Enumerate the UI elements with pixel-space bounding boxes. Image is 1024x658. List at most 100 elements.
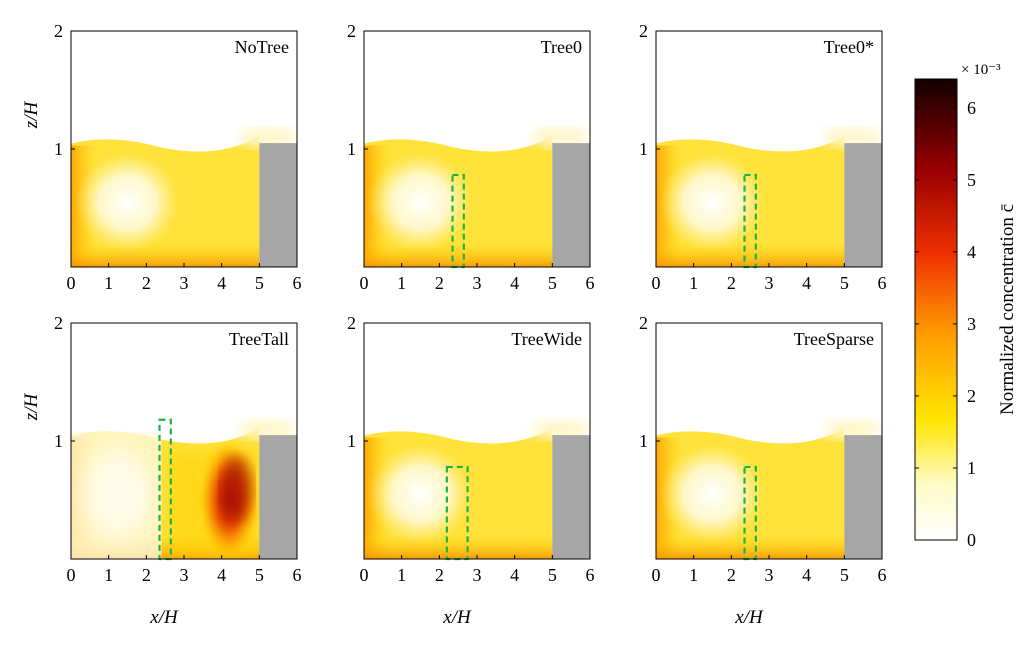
ground-layer [364,243,553,267]
building [259,435,297,559]
tree-outline [743,465,757,561]
roof-plume [237,419,297,440]
concentration-field [71,419,297,559]
x-axis-label: x/H [149,607,179,628]
colorbar-tick-label: 3 [967,314,976,334]
ground-layer [656,535,845,559]
x-tick-label: 3 [765,565,774,585]
y-tick-label: 2 [347,313,356,333]
x-tick-label: 4 [802,273,811,293]
vortex-core [368,444,473,545]
panel-treetall: TreeTall 0 1 2 3 4 5 6 1 2 z/H x/H [21,313,302,628]
x-tick-label: 5 [548,273,557,293]
x-tick-label: 5 [840,565,849,585]
colorbar-tick-label: 6 [967,98,976,118]
ground-layer [364,535,553,559]
panel-tree0-: Tree0* 0 1 2 3 4 5 6 1 2 [639,21,887,293]
panel-title: TreeTall [229,329,289,349]
tree-outline [743,173,757,269]
panel-title: TreeWide [511,329,582,349]
colorbar: 0 1 2 3 4 5 6 × 10⁻³ Normalized concentration c̄ [914,62,1018,550]
panel-title: NoTree [235,37,289,57]
roof-plume [530,419,590,440]
x-tick-label: 6 [586,273,595,293]
x-tick-label: 0 [360,273,369,293]
x-tick-label: 2 [435,565,444,585]
x-tick-label: 6 [878,565,887,585]
x-tick-label: 2 [727,273,736,293]
x-tick-label: 4 [510,273,519,293]
y-axis-label: z/H [21,393,42,422]
x-tick-label: 3 [180,565,189,585]
x-tick-label: 5 [840,273,849,293]
colorbar-tick-label: 0 [967,530,976,550]
ground-layer [71,243,260,267]
x-tick-label: 2 [142,273,151,293]
y-tick-label: 2 [347,21,356,41]
x-tick-label: 3 [765,273,774,293]
concentration-field [71,127,297,267]
x-tick-label: 1 [104,565,113,585]
roof-plume [237,127,297,148]
building [552,143,590,267]
x-axis-label: x/H [442,607,472,628]
x-tick-label: 2 [142,565,151,585]
upstream-clean-region [71,431,162,559]
y-tick-label: 2 [54,21,63,41]
x-tick-label: 5 [255,273,264,293]
building [552,435,590,559]
colorbar-tick-label: 5 [967,170,976,190]
panel-grid: NoTree 0 1 2 3 4 5 6 1 2 z/H Tree0 0 1 2 3 4 5 6 1 2 Tree0* 0 1… [21,21,887,628]
vortex-core [660,444,765,545]
y-tick-label: 1 [54,431,63,451]
panel-title: TreeSparse [794,329,874,349]
x-tick-label: 1 [689,565,698,585]
x-tick-label: 1 [397,273,406,293]
x-tick-label: 6 [878,273,887,293]
x-tick-label: 4 [217,273,226,293]
hotspot-core [220,456,253,521]
x-tick-label: 4 [510,565,519,585]
y-tick-label: 1 [639,431,648,451]
panel-tree0: Tree0 0 1 2 3 4 5 6 1 2 [347,21,595,293]
concentration-field [364,419,590,559]
building [844,435,882,559]
x-tick-label: 5 [548,565,557,585]
roof-plume [530,127,590,148]
panel-title: Tree0 [541,37,582,57]
panel-title: Tree0* [824,37,874,57]
x-tick-label: 1 [689,273,698,293]
colorbar-frame [914,78,958,541]
colorbar-gradient [915,79,957,540]
colorbar-label: Normalized concentration c̄ [997,204,1018,415]
roof-plume [822,127,882,148]
y-tick-label: 2 [639,21,648,41]
vortex-core [75,152,180,253]
y-axis-label: z/H [21,101,42,130]
vortex-core [368,152,473,253]
y-tick-label: 2 [639,313,648,333]
x-tick-label: 6 [293,565,302,585]
vortex-core [660,152,765,253]
building [259,143,297,267]
concentration-field [656,419,882,559]
concentration-field [656,127,882,267]
x-tick-label: 1 [104,273,113,293]
colorbar-tick-label: 4 [967,242,976,262]
x-axis-label: x/H [734,607,764,628]
x-tick-label: 3 [473,565,482,585]
panel-treewide: TreeWide 0 1 2 3 4 5 6 1 2 x/H [347,313,595,628]
colorbar-tick-label: 1 [967,458,976,478]
y-tick-label: 1 [347,139,356,159]
x-tick-label: 4 [217,565,226,585]
tree-outline [451,173,465,269]
x-tick-label: 0 [652,565,661,585]
x-tick-label: 0 [360,565,369,585]
panel-treesparse: TreeSparse 0 1 2 3 4 5 6 1 2 x/H [639,313,887,628]
x-tick-label: 0 [652,273,661,293]
y-tick-label: 1 [347,431,356,451]
ground-layer [656,243,845,267]
building [844,143,882,267]
x-tick-label: 5 [255,565,264,585]
